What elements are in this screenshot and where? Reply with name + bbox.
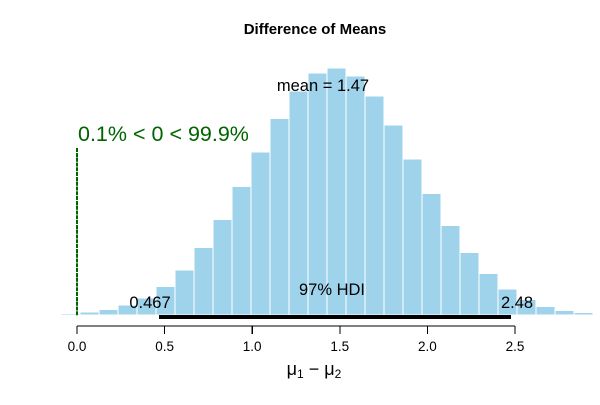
svg-text:μ1 − μ2: μ1 − μ2 bbox=[287, 359, 342, 381]
svg-text:97% HDI: 97% HDI bbox=[299, 281, 365, 299]
svg-text:mean = 1.47: mean = 1.47 bbox=[277, 77, 369, 95]
svg-text:0.0: 0.0 bbox=[68, 339, 87, 354]
svg-text:2.48: 2.48 bbox=[501, 294, 533, 312]
svg-text:0.1% < 0 < 99.9%: 0.1% < 0 < 99.9% bbox=[78, 122, 249, 146]
svg-text:1.5: 1.5 bbox=[330, 339, 349, 354]
svg-text:0.5: 0.5 bbox=[155, 339, 174, 354]
svg-text:Difference of Means: Difference of Means bbox=[244, 21, 387, 38]
svg-text:2.5: 2.5 bbox=[506, 339, 525, 354]
svg-text:0.467: 0.467 bbox=[129, 294, 170, 312]
svg-text:1.0: 1.0 bbox=[243, 339, 262, 354]
svg-text:2.0: 2.0 bbox=[418, 339, 437, 354]
